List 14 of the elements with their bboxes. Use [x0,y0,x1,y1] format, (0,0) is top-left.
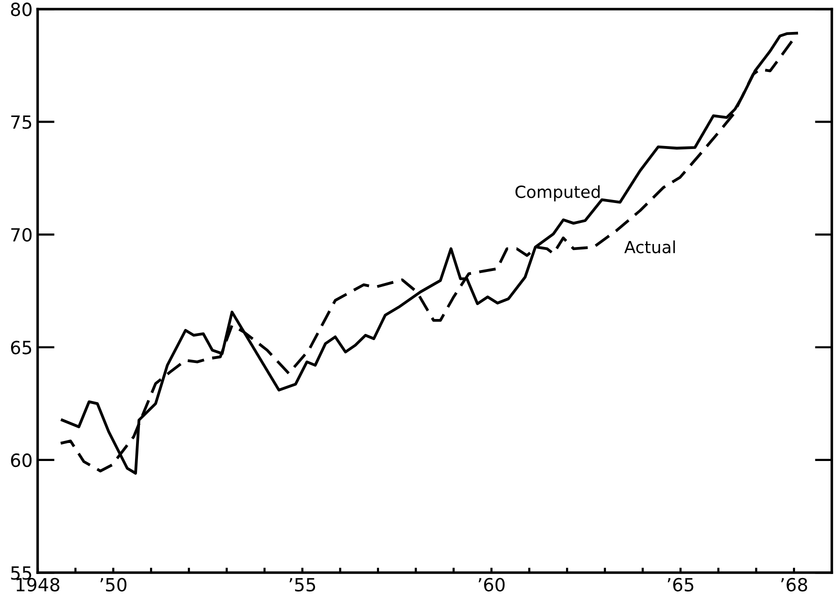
x-tick-label: ’68 [781,578,808,592]
y-tick-label: 55 [11,566,32,580]
series-label: Computed [515,185,600,202]
x-tick-label: ’50 [100,578,126,592]
y-tick-label: 60 [11,453,32,468]
x-tick-label: 1948 [16,578,60,592]
y-tick-label: 75 [11,116,32,129]
x-tick-label: ’60 [478,578,505,592]
y-tick-label: 80 [11,2,32,16]
series-label: Actual [624,240,675,254]
x-tick-label: ’55 [290,578,316,592]
x-tick-label: ’65 [668,578,694,592]
y-tick-label: 70 [11,228,32,242]
y-tick-label: 65 [11,340,32,354]
